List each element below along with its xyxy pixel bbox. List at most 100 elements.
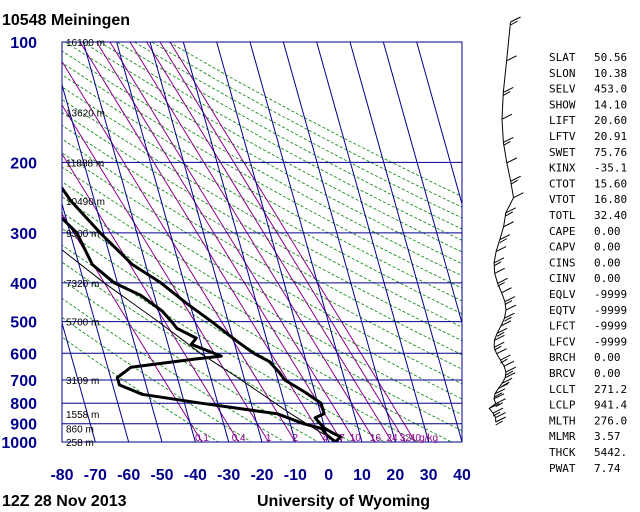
wind-barb [500, 354, 511, 361]
height-label: 1558 m [66, 410, 99, 421]
isotherm [182, 42, 296, 442]
wind-barb [501, 113, 513, 120]
wind-barb [493, 393, 505, 400]
temperature-tick-label: -80 [50, 467, 73, 484]
index-value: 75.76 [594, 146, 627, 159]
wind-barb [495, 412, 506, 419]
isotherm [216, 42, 330, 442]
station-title: 10548 Meiningen [2, 12, 130, 29]
pressure-tick-label: 900 [10, 417, 37, 434]
index-value: -9999 [594, 320, 627, 333]
index-value: 0.00 [594, 272, 621, 285]
index-name: LCLP [549, 399, 576, 412]
wind-barb [505, 207, 517, 214]
index-value: -9999 [594, 335, 627, 348]
dry-adiabat [62, 211, 453, 442]
wind-barb [504, 296, 516, 303]
wind-barb [499, 238, 508, 244]
dry-adiabat [62, 138, 462, 370]
mixing-ratio-label: 0.4 [232, 433, 246, 444]
temperature-tick-label: -30 [217, 467, 240, 484]
height-label: 3109 m [66, 376, 99, 387]
index-name: SLON [549, 67, 576, 80]
isotherm [316, 42, 430, 442]
dry-adiabat [62, 244, 386, 442]
index-name: LFTV [549, 130, 576, 143]
index-name: CAPV [549, 241, 576, 254]
isotherm [116, 42, 230, 442]
wind-barb [492, 411, 501, 417]
index-value: 453.0 [594, 83, 627, 96]
index-value: 0.00 [594, 241, 621, 254]
moist-line [79, 42, 326, 442]
plot-frame [61, 41, 463, 443]
moist-line [129, 42, 376, 442]
wind-barb [494, 341, 505, 348]
temperature-tick-label: 10 [353, 467, 371, 484]
wind-barb [501, 287, 512, 294]
observation-time: 12Z 28 Nov 2013 [2, 493, 127, 510]
index-name: CINV [549, 272, 576, 285]
height-label: 9300 m [66, 229, 99, 240]
height-label: 5700 m [66, 318, 99, 329]
isotherm [282, 42, 396, 442]
dry-adiabat [62, 86, 462, 315]
wind-barb [492, 407, 504, 414]
index-name: THCK [549, 446, 576, 459]
mixing-ratio-label: 0.1 [195, 433, 209, 444]
index-value: 20.91 [594, 130, 627, 143]
dry-adiabat [62, 166, 462, 400]
index-value: 16.80 [594, 193, 627, 206]
index-value: -35.1 [594, 162, 627, 175]
wind-barb [503, 360, 515, 367]
index-value: 0.00 [594, 225, 621, 238]
moist-line [109, 42, 356, 442]
index-value: 32.40 [594, 209, 627, 222]
index-value: 941.4 [594, 399, 627, 412]
mixing-ratio-label: 4 [323, 433, 329, 444]
dry-adiabat [62, 196, 462, 432]
wind-barb [513, 192, 524, 199]
wind-barb [495, 402, 503, 408]
isotherm [382, 42, 462, 325]
dry-adiabat [62, 261, 353, 442]
moist-line [62, 153, 240, 442]
moist-line [96, 42, 343, 442]
wind-barb [495, 420, 503, 426]
wind-barb [503, 140, 511, 146]
index-value: 0.00 [594, 256, 621, 269]
wind-barb [497, 281, 505, 287]
height-label: 16100 m [66, 38, 105, 49]
index-value: 3.57 [594, 430, 621, 443]
wind-barb [495, 246, 507, 253]
isotherm [149, 42, 263, 442]
index-name: EQLV [549, 288, 576, 301]
index-value: 271.2 [594, 383, 627, 396]
temperature-profile [62, 185, 342, 442]
mixing-ratio-label: 24 [386, 433, 398, 444]
dry-adiabat [62, 297, 286, 442]
wind-barb [504, 316, 512, 322]
wind-barb [505, 304, 517, 311]
moist-line [169, 42, 416, 442]
index-value: 5442. [594, 446, 627, 459]
dry-adiabat [82, 42, 462, 253]
index-value: 0.00 [594, 367, 621, 380]
mixing-ratio-label: 40 [410, 433, 422, 444]
isotherm [82, 42, 196, 442]
dry-adiabat [62, 124, 462, 356]
temperature-tick-label: 30 [420, 467, 438, 484]
wind-barb [488, 403, 500, 409]
wind-barb [510, 16, 521, 23]
mixing-ratio-label: 7 [339, 433, 345, 444]
isotherm [62, 83, 163, 442]
height-label: 10490 m [66, 197, 105, 208]
wind-barb [499, 234, 511, 241]
wind-barb [496, 348, 507, 355]
index-name: LCLT [549, 383, 576, 396]
height-label: 13620 m [66, 108, 105, 119]
wind-barb [510, 20, 518, 26]
wind-barb [494, 345, 502, 351]
index-name: LFCV [549, 335, 576, 348]
